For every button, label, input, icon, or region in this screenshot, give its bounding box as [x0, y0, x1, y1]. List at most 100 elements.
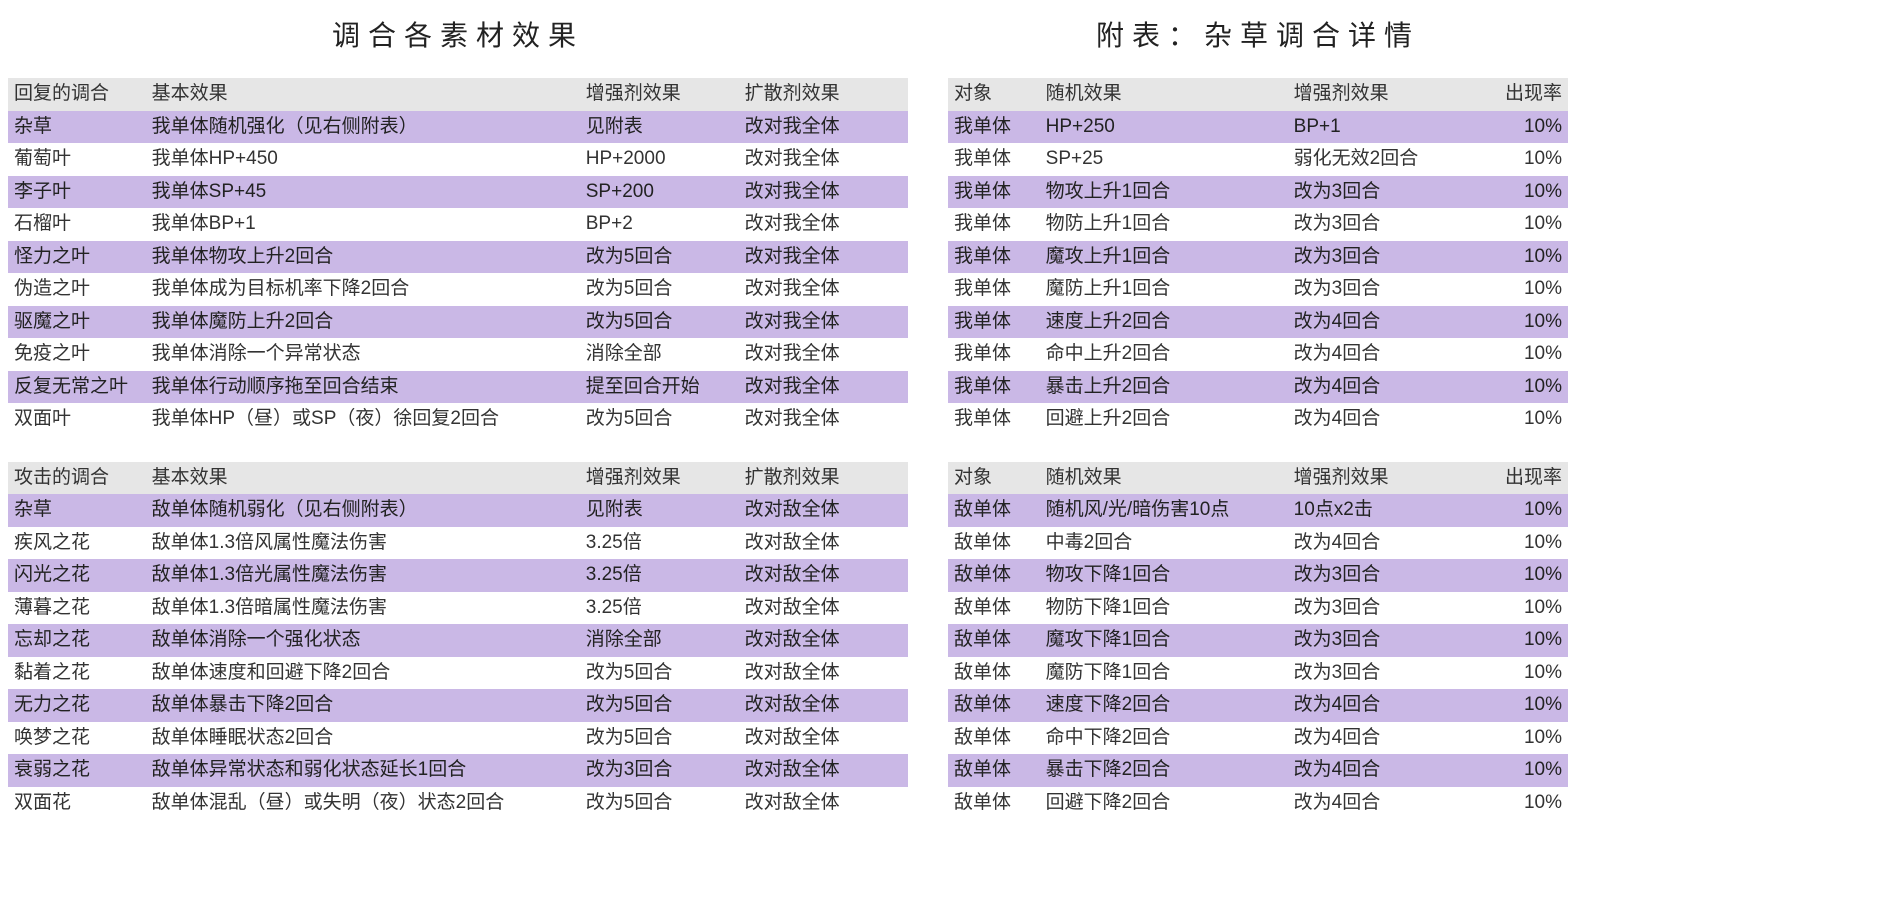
table-cell: 我单体 — [948, 241, 1040, 274]
table-cell: 中毒2回合 — [1040, 527, 1288, 560]
table-row: 杂草我单体随机强化（见右侧附表）见附表改对我全体 — [8, 111, 908, 144]
table-cell: 忘却之花 — [8, 624, 146, 657]
table-row: 葡萄叶我单体HP+450HP+2000改对我全体 — [8, 143, 908, 176]
table-header-cell: 出现率 — [1471, 78, 1568, 111]
table-cell: 10% — [1471, 143, 1568, 176]
table-cell: 10% — [1471, 722, 1568, 755]
table-cell: 随机风/光/暗伤害10点 — [1040, 494, 1288, 527]
table-cell: 改对敌全体 — [739, 689, 908, 722]
table-row: 敌单体物防下降1回合改为3回合10% — [948, 592, 1568, 625]
table-cell: 消除全部 — [580, 624, 739, 657]
table-row: 石榴叶我单体BP+1BP+2改对我全体 — [8, 208, 908, 241]
table-row: 敌单体魔防下降1回合改为3回合10% — [948, 657, 1568, 690]
table-row: 双面叶我单体HP（昼）或SP（夜）徐回复2回合改为5回合改对我全体 — [8, 403, 908, 436]
table-cell: 速度下降2回合 — [1040, 689, 1288, 722]
table-header-cell: 增强剂效果 — [1288, 78, 1471, 111]
table-header-row: 回复的调合基本效果增强剂效果扩散剂效果 — [8, 78, 908, 111]
table-cell: BP+1 — [1288, 111, 1471, 144]
table-cell: 回避下降2回合 — [1040, 787, 1288, 820]
table-cell: 敌单体 — [948, 559, 1040, 592]
table-cell: 我单体 — [948, 338, 1040, 371]
table-header-cell: 攻击的调合 — [8, 462, 146, 495]
table-cell: 我单体 — [948, 143, 1040, 176]
table-cell: 免疫之叶 — [8, 338, 146, 371]
table-cell: 暴击下降2回合 — [1040, 754, 1288, 787]
table-cell: 10% — [1471, 787, 1568, 820]
table-cell: 改对敌全体 — [739, 592, 908, 625]
table-row: 衰弱之花敌单体异常状态和弱化状态延长1回合改为3回合改对敌全体 — [8, 754, 908, 787]
table-cell: 改为5回合 — [580, 241, 739, 274]
table-cell: 物攻上升1回合 — [1040, 176, 1288, 209]
table-cell: 见附表 — [580, 111, 739, 144]
table-cell: 改为5回合 — [580, 273, 739, 306]
table-cell: 改为3回合 — [1288, 592, 1471, 625]
table-row: 敌单体回避下降2回合改为4回合10% — [948, 787, 1568, 820]
table-cell: 魔防上升1回合 — [1040, 273, 1288, 306]
page-root: 调合各素材效果 回复的调合基本效果增强剂效果扩散剂效果杂草我单体随机强化（见右侧… — [8, 10, 1885, 845]
table-cell: 10% — [1471, 494, 1568, 527]
table-cell: 改为3回合 — [580, 754, 739, 787]
right-title: 附表：杂草调合详情 — [948, 14, 1568, 54]
table-cell: 改为5回合 — [580, 722, 739, 755]
table-cell: 改为3回合 — [1288, 657, 1471, 690]
table-cell: 改对敌全体 — [739, 722, 908, 755]
table-row: 我单体命中上升2回合改为4回合10% — [948, 338, 1568, 371]
table-cell: 改对敌全体 — [739, 494, 908, 527]
table-cell: 改为3回合 — [1288, 624, 1471, 657]
table-cell: 10点x2击 — [1288, 494, 1471, 527]
table-cell: 唤梦之花 — [8, 722, 146, 755]
table-cell: 改对我全体 — [739, 143, 908, 176]
table-cell: 改为3回合 — [1288, 241, 1471, 274]
table-row: 敌单体物攻下降1回合改为3回合10% — [948, 559, 1568, 592]
table-cell: 改为4回合 — [1288, 403, 1471, 436]
right-column: 附表：杂草调合详情 对象随机效果增强剂效果出现率我单体HP+250BP+110%… — [948, 10, 1568, 845]
table-cell: 改为4回合 — [1288, 754, 1471, 787]
table-cell: 改对我全体 — [739, 241, 908, 274]
table-row: 敌单体速度下降2回合改为4回合10% — [948, 689, 1568, 722]
table-cell: 改为3回合 — [1288, 273, 1471, 306]
table-cell: 10% — [1471, 208, 1568, 241]
table-cell: 敌单体 — [948, 722, 1040, 755]
table-cell: 我单体 — [948, 306, 1040, 339]
table-header-cell: 随机效果 — [1040, 462, 1288, 495]
table-cell: 改为5回合 — [580, 689, 739, 722]
table-cell: 敌单体1.3倍光属性魔法伤害 — [146, 559, 580, 592]
table-cell: 我单体成为目标机率下降2回合 — [146, 273, 580, 306]
table-cell: 改为5回合 — [580, 403, 739, 436]
recovery-table: 回复的调合基本效果增强剂效果扩散剂效果杂草我单体随机强化（见右侧附表）见附表改对… — [8, 78, 908, 436]
table-cell: 敌单体 — [948, 657, 1040, 690]
table-cell: 改为5回合 — [580, 657, 739, 690]
table-cell: 黏着之花 — [8, 657, 146, 690]
table-cell: 10% — [1471, 371, 1568, 404]
table-cell: 石榴叶 — [8, 208, 146, 241]
table-cell: 改对我全体 — [739, 306, 908, 339]
table-cell: 10% — [1471, 176, 1568, 209]
table-cell: 改为5回合 — [580, 787, 739, 820]
table-cell: 10% — [1471, 306, 1568, 339]
table-cell: 敌单体随机弱化（见右侧附表） — [146, 494, 580, 527]
table-header-cell: 出现率 — [1471, 462, 1568, 495]
table-header-cell: 增强剂效果 — [1288, 462, 1471, 495]
table-cell: 回避上升2回合 — [1040, 403, 1288, 436]
table-cell: 我单体物攻上升2回合 — [146, 241, 580, 274]
table-header-cell: 基本效果 — [146, 78, 580, 111]
table-cell: 改对敌全体 — [739, 624, 908, 657]
table-row: 唤梦之花敌单体睡眠状态2回合改为5回合改对敌全体 — [8, 722, 908, 755]
table-cell: 敌单体 — [948, 624, 1040, 657]
table-cell: 3.25倍 — [580, 559, 739, 592]
table-cell: 敌单体1.3倍风属性魔法伤害 — [146, 527, 580, 560]
table-cell: 改对敌全体 — [739, 787, 908, 820]
table-cell: 10% — [1471, 241, 1568, 274]
table-cell: 改对敌全体 — [739, 754, 908, 787]
table-cell: 杂草 — [8, 111, 146, 144]
table-cell: 我单体HP+450 — [146, 143, 580, 176]
table-cell: 我单体SP+45 — [146, 176, 580, 209]
table-row: 李子叶我单体SP+45SP+200改对我全体 — [8, 176, 908, 209]
table-cell: 驱魔之叶 — [8, 306, 146, 339]
table-cell: 速度上升2回合 — [1040, 306, 1288, 339]
table-row: 伪造之叶我单体成为目标机率下降2回合改为5回合改对我全体 — [8, 273, 908, 306]
table-cell: 反复无常之叶 — [8, 371, 146, 404]
table-row: 我单体HP+250BP+110% — [948, 111, 1568, 144]
table-cell: 敌单体混乱（昼）或失明（夜）状态2回合 — [146, 787, 580, 820]
table-cell: 改为4回合 — [1288, 689, 1471, 722]
